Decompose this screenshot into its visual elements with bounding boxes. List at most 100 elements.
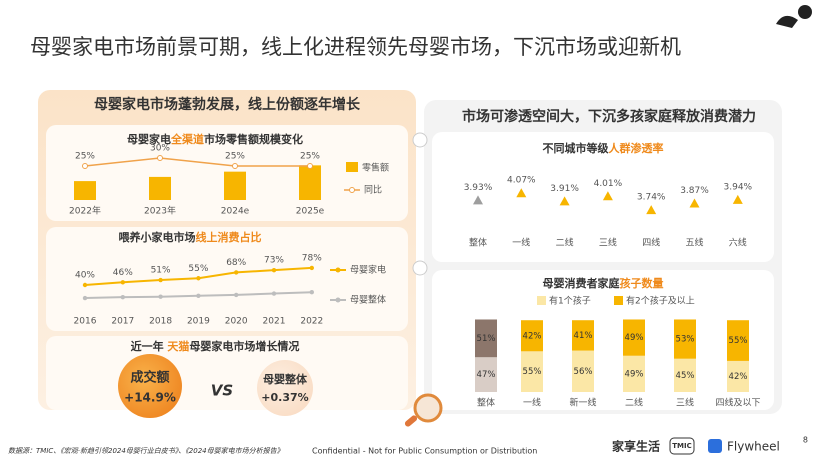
data-label: 51% [477, 334, 496, 344]
line [84, 157, 310, 167]
line-point [158, 277, 163, 283]
marker [646, 205, 657, 215]
line-point [196, 276, 201, 281]
data-label: 47% [477, 370, 496, 380]
data-label: 51% [151, 266, 171, 276]
magnifier-decoration [404, 393, 443, 427]
marker [602, 191, 613, 201]
legend-label: 有2个孩子及以上 [626, 295, 695, 307]
legend-label: 有1个孩子 [549, 295, 591, 307]
data-label: 55% [523, 367, 542, 377]
compare-label: 母婴整体 [263, 372, 308, 386]
marker [689, 198, 700, 208]
x-tick-label: 四线及以下 [715, 397, 760, 409]
line-point [271, 267, 277, 273]
line-point [309, 265, 314, 271]
legend-swatch [335, 267, 341, 273]
x-tick-label: 2024e [221, 207, 250, 217]
line-point [157, 155, 163, 161]
line-point [82, 295, 88, 301]
x-tick-label: 2020 [225, 317, 248, 327]
line-point [196, 293, 201, 298]
line-point [82, 163, 88, 169]
chart-title: 不同城市等级人群渗透率 [543, 141, 664, 155]
x-tick-label: 三线 [599, 237, 617, 249]
binder-ring [412, 132, 428, 148]
data-label: 3.93% [464, 183, 493, 193]
bar-segment [674, 319, 696, 359]
bar [224, 171, 246, 200]
title-part: 母婴家电 [127, 132, 171, 146]
bar-segment [674, 358, 696, 392]
panel-title: 母婴家电市场蓬勃发展，线上份额逐年增长 [94, 96, 361, 113]
title-part: 孩子数量 [620, 276, 664, 290]
page-number: 8 [803, 436, 808, 445]
x-tick-label: 2017 [111, 317, 134, 327]
line-point [234, 270, 239, 275]
legend-label: 零售额 [362, 162, 389, 174]
x-tick-label: 六线 [729, 237, 747, 249]
data-label: 3.74% [637, 193, 666, 203]
x-tick-label: 2023年 [144, 205, 176, 217]
data-label: 56% [574, 367, 593, 377]
data-label: 25% [300, 152, 320, 162]
x-tick-label: 一线 [523, 397, 541, 409]
marker [732, 194, 743, 204]
bar-segment [521, 320, 543, 352]
marker [516, 188, 527, 198]
chart-title: 母婴家电全渠道市场零售额规模变化 [127, 132, 303, 146]
data-label: 41% [574, 331, 593, 341]
bar [74, 181, 96, 200]
source-note: 数据源：TMIC、《宏观·新趋引领2024母婴行业白皮书》、《2024母婴家电市… [8, 447, 284, 455]
bar-segment [727, 320, 749, 361]
data-label: 42% [523, 331, 542, 341]
x-tick-label: 三线 [676, 397, 694, 409]
title-part: 喂养小家电市场 [119, 230, 196, 244]
x-tick-label: 2018 [149, 317, 172, 327]
line-point [120, 294, 126, 300]
logo-text: 家享生活 [612, 439, 660, 454]
title-part: 市场零售额规模变化 [204, 132, 303, 146]
title-part: 母婴家电市场增长情况 [189, 339, 299, 353]
bar-segment [623, 355, 645, 392]
data-label: 3.94% [724, 182, 753, 192]
data-label: 4.01% [594, 179, 623, 189]
bar-segment [623, 319, 645, 356]
highlight-circle [118, 354, 182, 418]
box-title: 近一年 天猫母婴家电市场增长情况 [131, 339, 300, 353]
title-part: 天猫 [167, 339, 189, 353]
confidential-note: Confidential - Not for Public Consumptio… [312, 447, 537, 456]
logo-text: TMIC [672, 442, 691, 450]
binder-ring [412, 260, 428, 276]
chart-box [432, 132, 774, 262]
legend-swatch [349, 187, 355, 193]
x-tick-label: 2022年 [69, 205, 101, 217]
data-label: 55% [729, 336, 748, 346]
marker [473, 195, 483, 205]
title-part: 近一年 [131, 339, 168, 353]
legend-swatch [346, 162, 358, 172]
panel-title: 市场可渗透空间大，下沉多孩家庭释放消费潜力 [462, 108, 756, 125]
chart-box [46, 227, 408, 331]
x-tick-label: 整体 [477, 397, 495, 409]
x-tick-label: 2022 [300, 317, 323, 327]
data-label: 46% [113, 268, 133, 278]
data-label: 25% [75, 152, 95, 162]
vs-label: VS [211, 382, 233, 400]
bar-segment [572, 320, 594, 351]
x-tick-label: 整体 [469, 237, 487, 249]
logo-box [669, 437, 695, 455]
x-tick-label: 2021 [263, 317, 286, 327]
bar-segment [572, 350, 594, 392]
compare-circle [257, 360, 313, 416]
bar [149, 176, 171, 200]
line-point [232, 163, 238, 169]
data-label: 40% [75, 271, 95, 281]
x-tick-label: 四线 [642, 237, 660, 249]
data-label: 45% [676, 371, 695, 381]
line-point [271, 291, 277, 296]
data-label: 78% [302, 253, 322, 263]
compare-value: +14.9% [124, 391, 176, 405]
legend-label: 母婴家电 [350, 264, 386, 276]
